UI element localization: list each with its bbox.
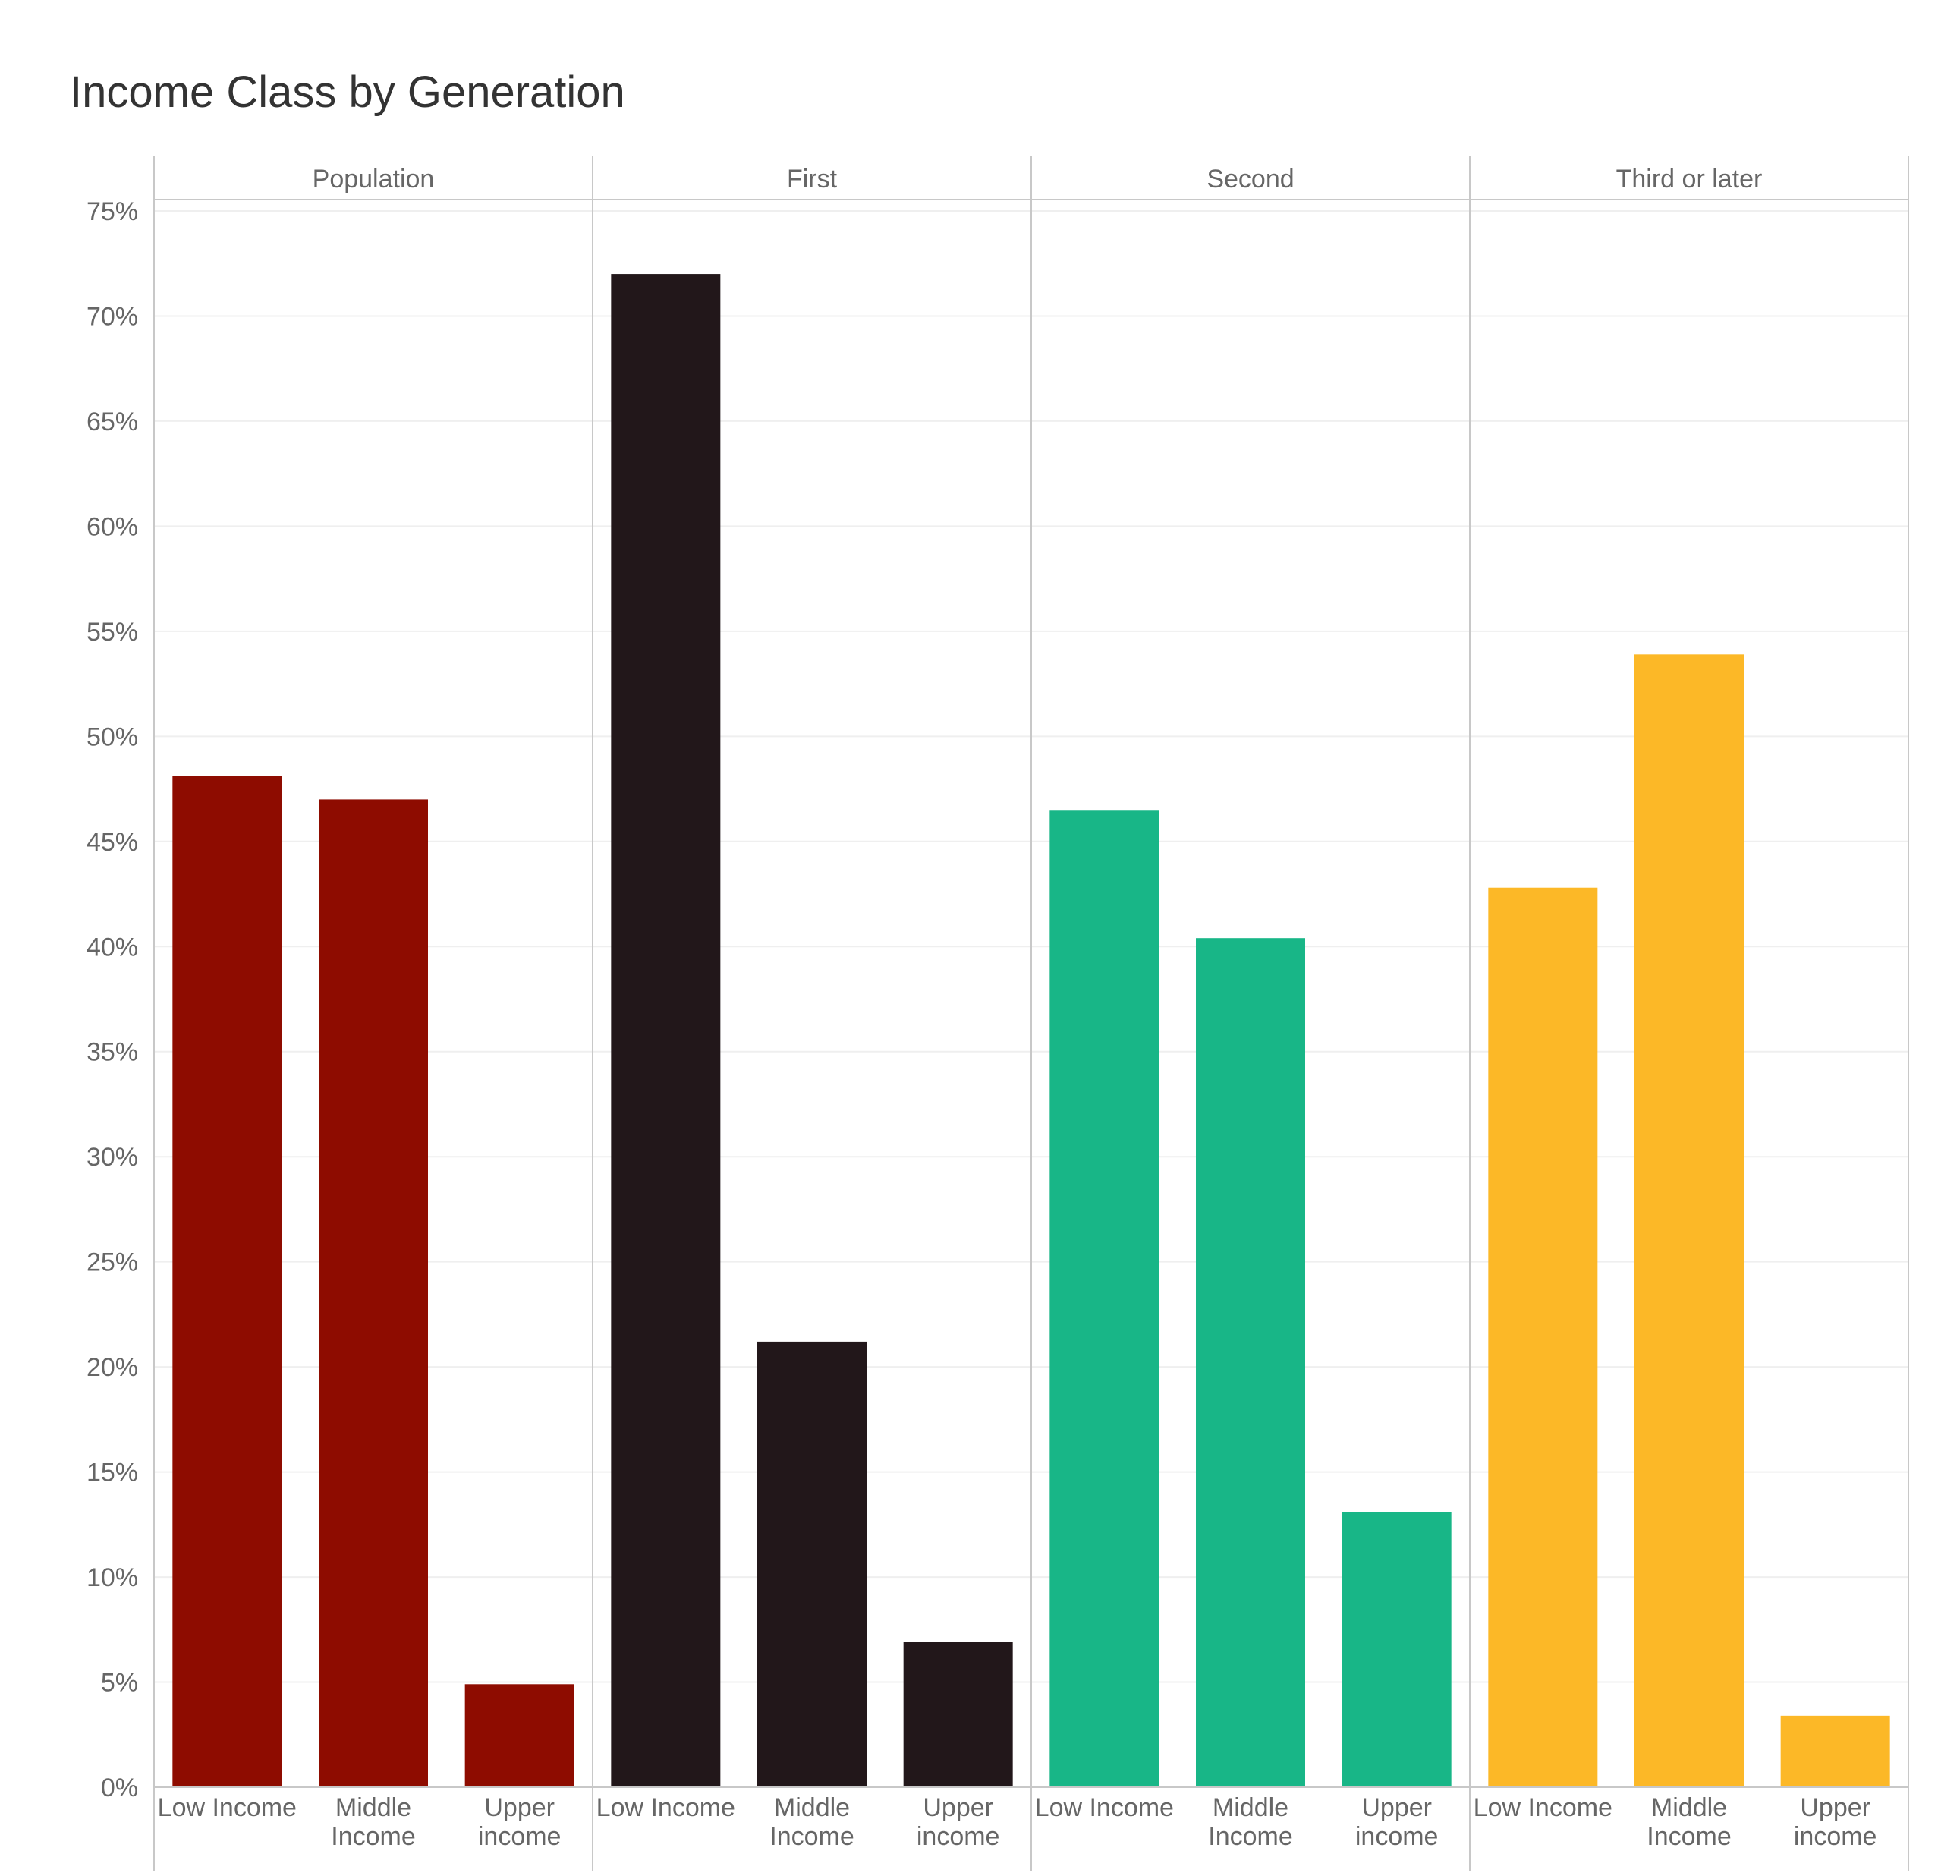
panel-label: Third or later (1616, 165, 1763, 194)
bar (757, 1341, 867, 1787)
x-tick-label: Upper income (1794, 1793, 1877, 1851)
chart-title: Income Class by Generation (70, 68, 625, 117)
y-tick-label: 50% (87, 722, 138, 751)
y-tick-label: 60% (87, 512, 138, 541)
y-tick-label: 15% (87, 1459, 138, 1487)
x-tick-label: Upper income (917, 1793, 1000, 1851)
y-tick-label: 65% (87, 408, 138, 436)
y-tick-label: 75% (87, 197, 138, 226)
bar (172, 776, 282, 1787)
y-tick-label: 0% (101, 1774, 138, 1802)
bar (1342, 1512, 1452, 1787)
y-tick-label: 20% (87, 1353, 138, 1382)
x-tick-label: Middle Income (1647, 1793, 1732, 1851)
bar (1196, 938, 1305, 1787)
bar (611, 274, 721, 1788)
panel-frames (153, 156, 1909, 1871)
panel-label: Population (313, 165, 435, 194)
y-tick-label: 55% (87, 618, 138, 647)
x-tick-label: Upper income (478, 1793, 562, 1851)
bar (1488, 887, 1598, 1787)
y-tick-label: 70% (87, 302, 138, 331)
labels: 0% 5% 10% 15% 20% 25% 30% 35% 40% 45% 50% 55% 60% 65%… (87, 165, 1877, 1851)
panel-label: First (787, 165, 838, 194)
y-tick-label: 30% (87, 1143, 138, 1172)
bars (172, 274, 1890, 1788)
y-tick-label: 25% (87, 1248, 138, 1277)
y-tick-label: 10% (87, 1563, 138, 1592)
bar (1780, 1715, 1890, 1787)
y-tick-label: 5% (101, 1669, 138, 1698)
y-tick-label: 35% (87, 1038, 138, 1067)
x-tick-label: Middle Income (331, 1793, 416, 1851)
panel-label: Second (1207, 165, 1294, 194)
bar (1049, 810, 1159, 1787)
y-tick-label: 45% (87, 828, 138, 857)
bar (464, 1684, 574, 1787)
bar (1634, 654, 1744, 1787)
x-tick-label: Upper income (1355, 1793, 1439, 1851)
y-tick-label: 40% (87, 933, 138, 962)
x-tick-label: Middle Income (1208, 1793, 1293, 1851)
x-tick-label: Low Income (1035, 1793, 1174, 1822)
x-tick-label: Middle Income (769, 1793, 854, 1851)
x-tick-label: Low Income (1474, 1793, 1612, 1822)
bar (319, 799, 428, 1787)
x-tick-label: Low Income (596, 1793, 735, 1822)
bar (903, 1642, 1013, 1787)
x-tick-label: Low Income (158, 1793, 297, 1822)
